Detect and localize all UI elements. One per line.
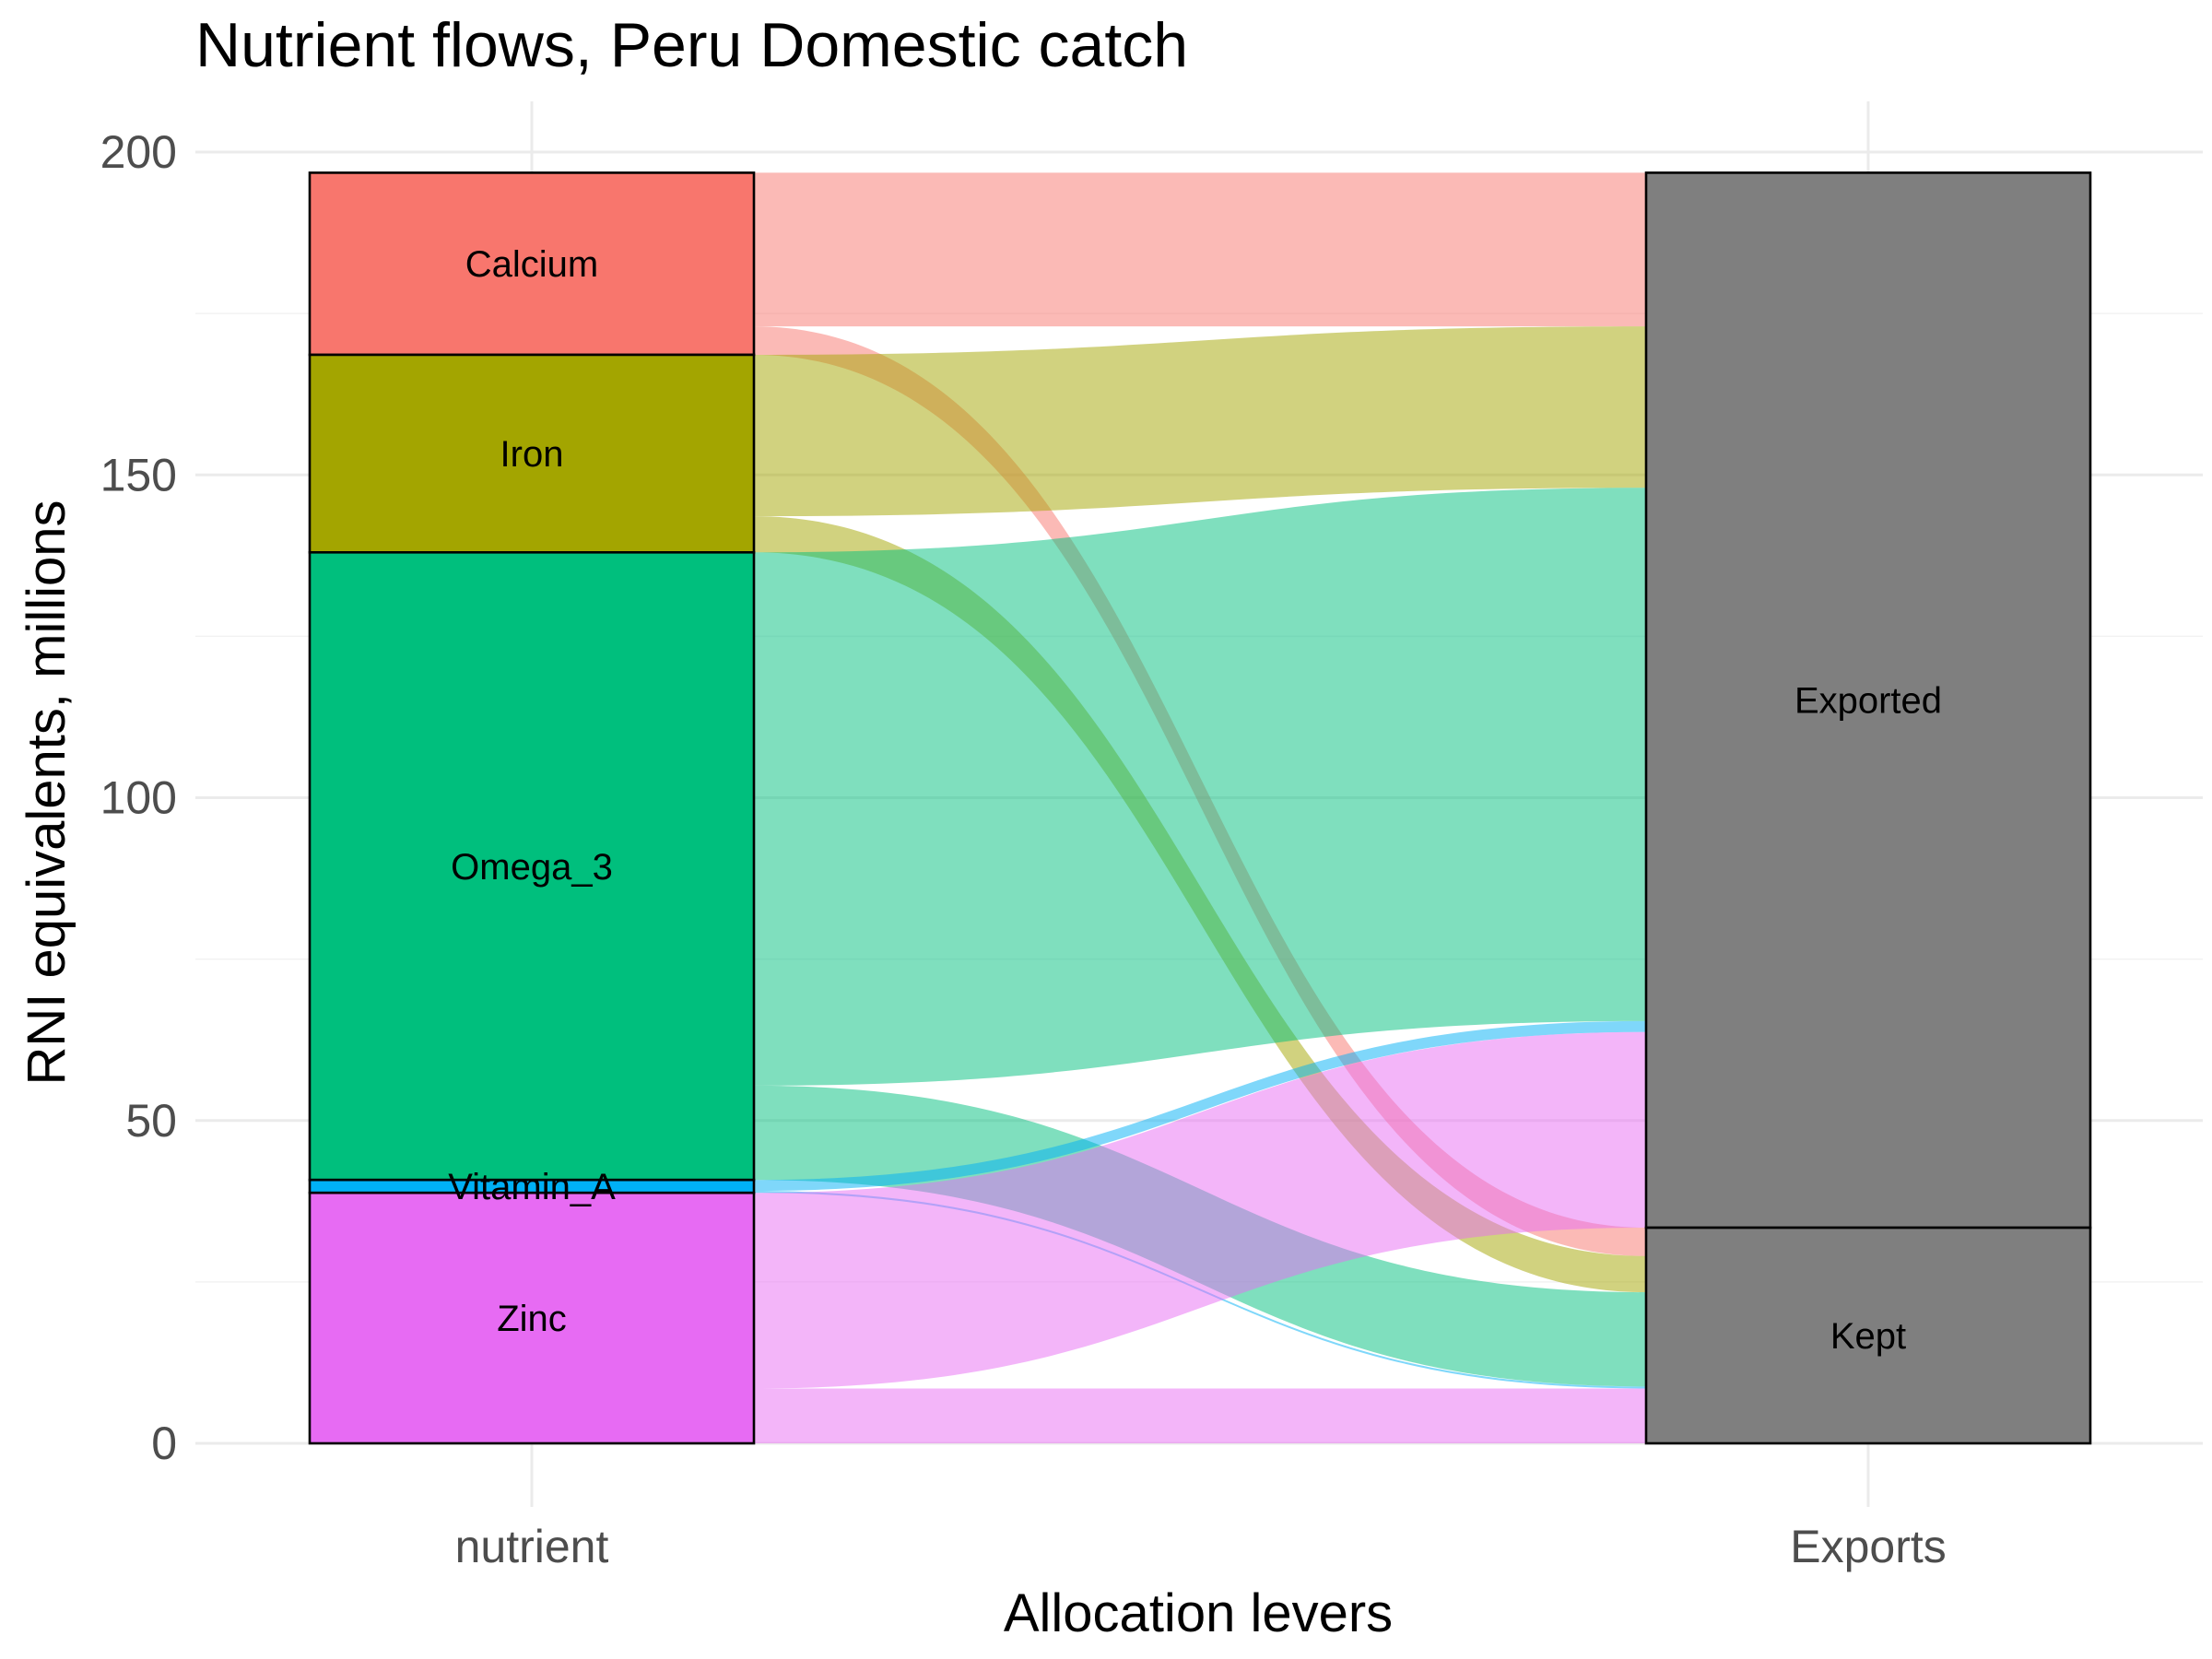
x-axis-title: Allocation levers [1004, 1583, 1393, 1643]
y-tick-label: 0 [151, 1418, 177, 1469]
flow-iron-to-exported [754, 326, 1646, 517]
y-tick-label: 150 [100, 449, 177, 500]
stratum-label-layer: Calcium Iron Omega_3 Vitamin_A Zinc Exported K… [448, 244, 1942, 1357]
flow-zinc-to-exported [754, 1031, 1646, 1389]
flow-zinc-to-kept [754, 1388, 1646, 1443]
x-tick-label: Exports [1790, 1521, 1947, 1572]
stratum-label-vitamin-a: Vitamin_A [448, 1167, 616, 1207]
y-axis-title: RNI equivalents, millions [17, 500, 76, 1085]
y-tick-label: 200 [100, 126, 177, 178]
stratum-label-omega-3: Omega_3 [451, 847, 613, 888]
x-tick-label: nutrient [455, 1521, 609, 1572]
flow-vitamin-a-to-exported [754, 1020, 1646, 1192]
stratum-nutrient-omega-3 [308, 551, 756, 1182]
y-tick-label: 50 [125, 1095, 177, 1147]
y-tick-label: 100 [100, 772, 177, 824]
stratum-label-kept: Kept [1830, 1316, 1906, 1357]
flow-calcium-to-exported [754, 172, 1646, 327]
stratum-nutrient-zinc [308, 1191, 756, 1445]
stratum-exports-kept [1644, 1226, 2092, 1445]
stratum-layer [308, 171, 2092, 1445]
stratum-label-iron: Iron [500, 434, 564, 475]
stratum-label-zinc: Zinc [497, 1299, 567, 1339]
stratum-label-exported: Exported [1794, 681, 1942, 722]
stratum-nutrient-calcium [308, 171, 756, 357]
stratum-label-calcium: Calcium [465, 244, 598, 285]
axis-layer: 0 50 100 150 200 nutrient Exports [100, 126, 1947, 1572]
flow-layer [754, 172, 1646, 1443]
chart-title: Nutrient flows, Peru Domestic catch [195, 10, 1188, 80]
flow-omega-3-to-exported [754, 488, 1646, 1086]
